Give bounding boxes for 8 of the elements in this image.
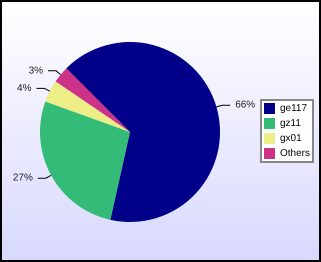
legend-label: gx01 (280, 133, 302, 144)
data-label: 27% (12, 172, 33, 184)
data-label: 3% (28, 65, 44, 76)
data-label: 4% (17, 82, 32, 94)
legend-label: ge117 (280, 103, 308, 114)
data-label: 66% (235, 100, 256, 111)
legend-label: gz11 (280, 118, 302, 129)
legend-label: Others (280, 148, 310, 159)
